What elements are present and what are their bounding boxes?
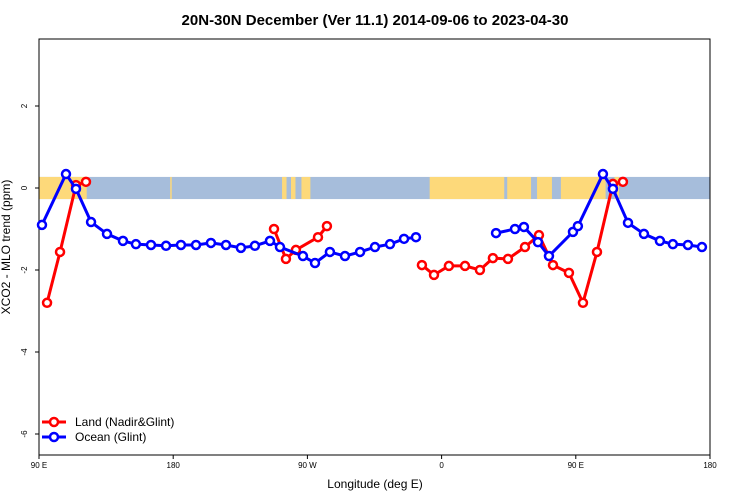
ocean-point xyxy=(667,238,679,250)
ocean-point xyxy=(190,239,202,251)
ocean-point xyxy=(324,246,336,258)
land-point xyxy=(280,253,292,265)
land-point xyxy=(591,246,603,258)
legend: Land (Nadir&Glint)Ocean (Glint) xyxy=(42,415,174,444)
land-point xyxy=(563,267,575,279)
x-tick-label: 90 W xyxy=(298,461,317,470)
ocean-point xyxy=(297,250,309,262)
ocean-point xyxy=(145,239,157,251)
ocean-point xyxy=(682,239,694,251)
y-tick-label: -2 xyxy=(20,266,29,274)
ocean-point xyxy=(339,250,351,262)
ocean-point xyxy=(654,235,666,247)
ocean-point xyxy=(384,238,396,250)
land-point xyxy=(312,231,324,243)
x-tick-label: 90 E xyxy=(31,461,47,470)
land-point xyxy=(321,220,333,232)
y-axis-label: XCO2 - MLO trend (ppm) xyxy=(0,180,13,315)
land-point xyxy=(268,223,280,235)
ocean-point xyxy=(309,257,321,269)
ocean-point xyxy=(70,183,82,195)
x-axis-label: Longitude (deg E) xyxy=(327,477,422,491)
ocean-point xyxy=(101,228,113,240)
land-point xyxy=(519,241,531,253)
chart-title: 20N-30N December (Ver 11.1) 2014-09-06 t… xyxy=(182,12,569,29)
land-point xyxy=(428,269,440,281)
ocean-point xyxy=(130,238,142,250)
legend-label: Land (Nadir&Glint) xyxy=(75,415,174,429)
ocean-point xyxy=(509,223,521,235)
land-point xyxy=(547,259,559,271)
land-point xyxy=(617,176,629,188)
ocean-point xyxy=(36,219,48,231)
land-patch xyxy=(537,176,552,200)
land-patch xyxy=(507,176,532,200)
ocean-point xyxy=(220,239,232,251)
axes: 90 E 180 90 W 0 90 E 180 -6 -4 -2 0 2 xyxy=(20,103,717,470)
x-tick-label: 180 xyxy=(167,461,181,470)
land-patch xyxy=(170,176,172,200)
ocean-point xyxy=(490,227,502,239)
ocean-point xyxy=(410,231,422,243)
ocean-point xyxy=(518,221,530,233)
land-point xyxy=(577,297,589,309)
x-tick-label: 90 E xyxy=(568,461,584,470)
ocean-point xyxy=(532,236,544,248)
y-tick-label: -6 xyxy=(20,430,29,438)
land-line xyxy=(45,180,87,304)
ocean-point xyxy=(369,241,381,253)
plot-frame xyxy=(38,38,711,456)
ocean-point xyxy=(622,217,634,229)
ocean-point xyxy=(60,168,72,180)
ocean-point xyxy=(607,183,619,195)
ocean-point xyxy=(638,228,650,240)
ocean-point xyxy=(274,241,286,253)
ocean-point xyxy=(572,220,584,232)
land-patch xyxy=(290,176,296,200)
x-tick-label: 180 xyxy=(703,461,717,470)
ocean-point xyxy=(117,235,129,247)
legend-label: Ocean (Glint) xyxy=(75,430,146,444)
ocean-point xyxy=(696,241,708,253)
land-point xyxy=(459,260,471,272)
ocean-point xyxy=(235,242,247,254)
land-line xyxy=(420,180,624,308)
legend-marker xyxy=(48,416,60,428)
x-tick-label: 0 xyxy=(439,461,444,470)
ocean-point xyxy=(85,216,97,228)
ocean-point xyxy=(597,168,609,180)
y-tick-label: 2 xyxy=(20,103,29,108)
ocean-point xyxy=(205,237,217,249)
ocean-point xyxy=(354,246,366,258)
legend-marker xyxy=(48,431,60,443)
ocean-point xyxy=(175,239,187,251)
land-point xyxy=(443,260,455,272)
land-point xyxy=(474,264,486,276)
y-tick-label: -4 xyxy=(20,348,29,356)
land-point xyxy=(416,259,428,271)
ocean-point xyxy=(160,240,172,252)
land-point xyxy=(487,252,499,264)
y-tick-label: 0 xyxy=(20,185,29,190)
land-patch xyxy=(429,176,505,200)
ocean-point xyxy=(249,240,261,252)
land-point xyxy=(41,297,53,309)
ocean-point xyxy=(398,233,410,245)
land-patch xyxy=(301,176,311,200)
ocean-point xyxy=(264,235,276,247)
land-point xyxy=(80,176,92,188)
land-point xyxy=(54,246,66,258)
land-point xyxy=(502,253,514,265)
series-layer xyxy=(36,168,708,309)
ocean-point xyxy=(543,250,555,262)
land-patch xyxy=(282,176,287,200)
